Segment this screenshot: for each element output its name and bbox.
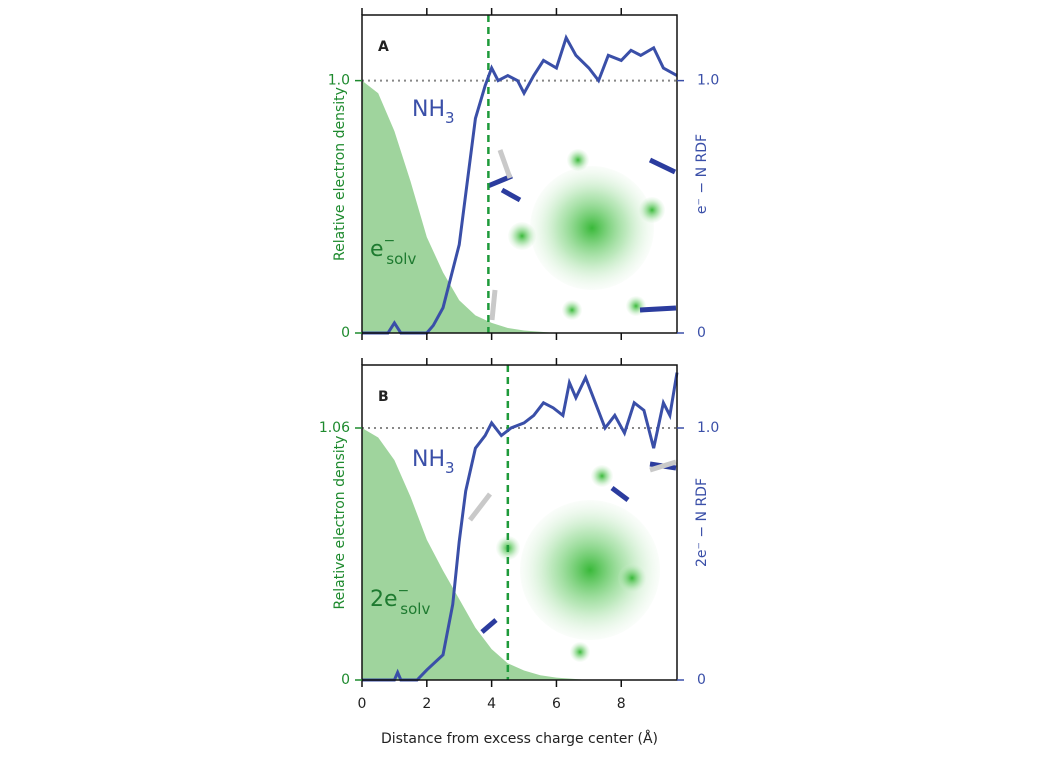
annotation-base: 2e (370, 587, 398, 612)
y2-tick-label: 1.0 (697, 73, 719, 89)
molecule-illustration (468, 149, 677, 662)
y-tick-label: 0 (341, 672, 350, 688)
y-axis-label: Relative electron density (332, 436, 348, 610)
y2-tick-label: 1.0 (697, 420, 719, 436)
x-tick-label: 6 (552, 696, 561, 712)
plot-frame (361, 364, 678, 681)
annotation-sup: − (398, 583, 410, 599)
annotation-sup: − (384, 233, 396, 249)
x-tick-label: 0 (358, 696, 367, 712)
density-area (362, 428, 677, 680)
y2-axis-label: 2e⁻ − N RDF (694, 478, 710, 567)
y-tick-label: 1.06 (319, 420, 350, 436)
y-tick-label: 1.0 (328, 73, 350, 89)
annotation: NH3 (412, 447, 455, 477)
annotation-base: NH (412, 447, 445, 472)
density-area (362, 80, 677, 333)
panel-label: B (378, 389, 389, 405)
y-axis-label: Relative electron density (332, 87, 348, 261)
y2-tick-label: 0 (697, 325, 706, 341)
plot-frame (361, 14, 678, 334)
rdf-line (362, 33, 678, 335)
annotation-base: NH (412, 97, 445, 122)
annotation: NH3 (412, 97, 455, 127)
x-tick-label: 8 (617, 696, 626, 712)
annotation-sub: 3 (445, 459, 455, 477)
y2-tick-label: 0 (697, 672, 706, 688)
rdf-line (362, 372, 679, 682)
y2-axis-label: e⁻ − N RDF (694, 134, 710, 214)
annotation-sub: solv (386, 250, 416, 268)
x-axis-label: Distance from excess charge center (Å) (381, 730, 658, 747)
annotation-sub: solv (400, 600, 430, 618)
annotation-base: e (370, 237, 384, 262)
annotation: 2e− solv (370, 583, 430, 618)
annotation: e− solv (370, 233, 416, 268)
x-tick-label: 4 (487, 696, 496, 712)
x-tick-label: 2 (422, 696, 431, 712)
panel-label: A (378, 39, 389, 55)
y-tick-label: 0 (341, 325, 350, 341)
annotation-sub: 3 (445, 109, 455, 127)
